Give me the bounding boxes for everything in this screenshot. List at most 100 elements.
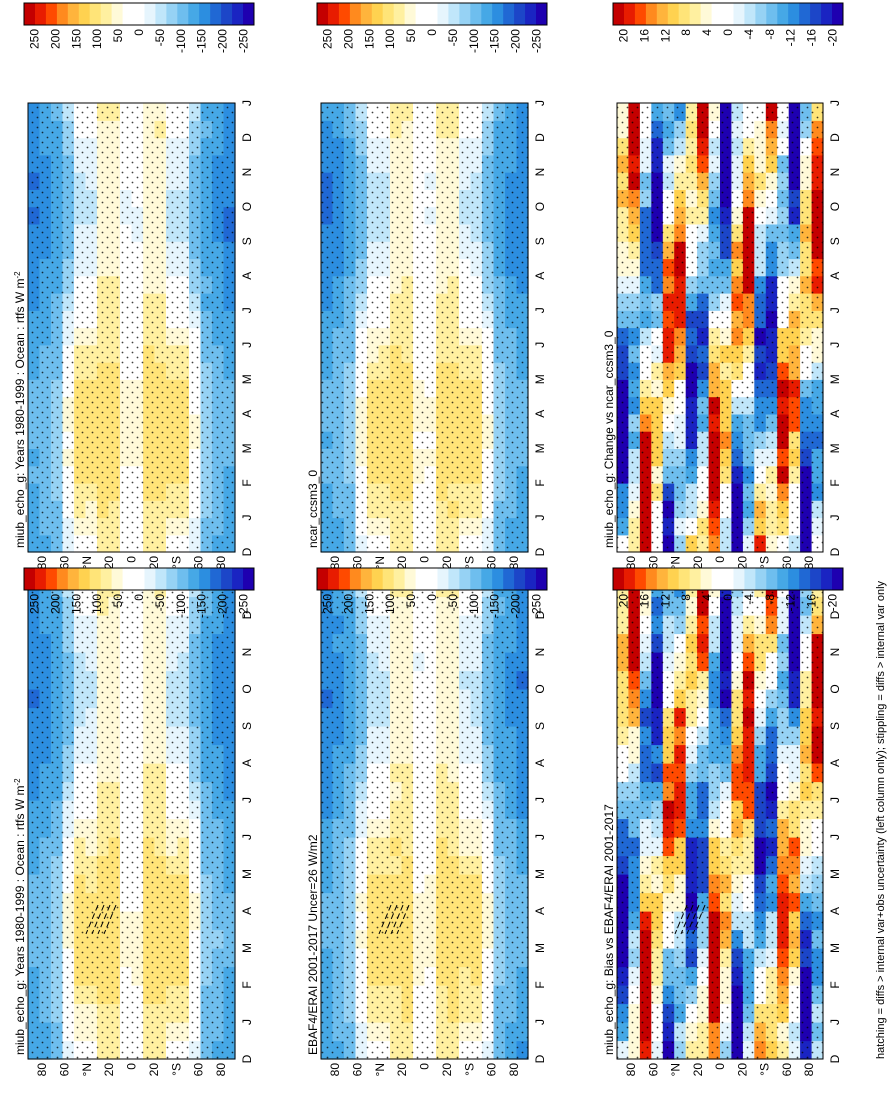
colorbar-swatch [613,568,625,590]
colorbar-swatch [166,3,178,25]
time-tick-label: J [240,515,254,521]
time-tick-label: M [828,374,842,384]
time-tick-label: F [828,981,842,988]
time-tick-label: D [533,610,547,619]
time-tick-label: J [828,1019,842,1025]
lat-tick-label: 60 [780,1063,794,1077]
colorbar-label: -12 [784,29,798,47]
colorbar-swatch [678,568,691,590]
lat-tick-label: °S [169,1063,183,1076]
lat-tick-label: 60 [350,556,364,570]
lat-tick-label: °S [169,556,183,569]
time-tick-label: A [828,272,842,280]
time-tick-label: A [533,272,547,280]
lat-tick-label: 20 [691,1063,705,1077]
lat-tick-label: 80 [624,1063,638,1077]
lat-tick-label: 20 [395,1063,409,1077]
lat-tick-label: 0 [418,556,432,563]
lat-tick-label: 60 [192,556,206,570]
lat-tick-label: 80 [802,1063,816,1077]
colorbar-swatch [700,568,712,590]
time-tick-label: J [533,797,547,803]
lat-tick-label: 80 [507,556,521,570]
colorbar-diff: 20 16 12 8 4 0 -4 -8 -12 -16 -20 [612,2,844,47]
time-tick-label: F [533,479,547,486]
lat-tick-label: 20 [440,1063,454,1077]
colorbar-swatch [382,3,395,25]
colorbar-swatch [338,568,351,590]
colorbar-swatch [777,568,789,590]
time-tick-label: N [240,168,254,177]
colorbar-swatch [35,3,47,25]
time-tick-label: S [828,237,842,245]
colorbar-swatch [624,3,636,25]
lat-tick-label: °N [373,556,387,569]
colorbar-swatch [722,3,734,25]
time-tick-label: D [240,547,254,556]
colorbar-swatch [78,3,91,25]
colorbar-label: 200 [341,29,355,49]
colorbar-swatch [503,3,515,25]
colorbar-swatch [645,3,658,25]
lat-tick-label: 80 [328,1063,342,1077]
time-tick-label: J [240,1019,254,1025]
colorbar-swatch [470,3,482,25]
time-tick-label: J [828,515,842,521]
colorbar-label: -150 [195,29,209,53]
colorbar-label: 100 [383,29,397,49]
time-tick-label: A [533,410,547,418]
hatch-mark [390,904,404,935]
panel-title: EBAF4/ERAI 2001-2017 Uncer=26 W/m2 [306,834,320,1055]
stippling [28,578,235,1059]
lat-tick-label: 80 [624,556,638,570]
colorbar-swatch [404,568,416,590]
time-tick-label: D [240,1054,254,1063]
colorbar-swatch [243,568,255,590]
colorbar-swatch [221,568,233,590]
colorbar-label: -20 [826,594,840,612]
colorbar-label: 0 [132,594,146,601]
colorbar-label: -4 [742,29,756,40]
colorbar-swatch [678,3,691,25]
colorbar-swatch [100,568,113,590]
colorbar-label: -200 [509,594,523,618]
panel-title-sup: -2 [13,271,22,279]
time-tick-label: O [533,684,547,693]
time-tick-label: D [533,547,547,556]
lat-tick-label: 20 [691,556,705,570]
colorbar-swatch [613,3,625,25]
panel-right-top: 80 60 °N 20 0 20 °S 60 80 D J F M A M J J A S O N D Jmiub_echo… [13,100,255,569]
colorbar-label: -16 [805,594,819,612]
colorbar-swatch [371,568,384,590]
colorbar-label: -150 [195,594,209,618]
colorbar-swatch [338,3,351,25]
time-tick-label: J [533,515,547,521]
hatch-mark [97,904,111,935]
colorbar-swatch [404,3,416,25]
colorbar-swatch [810,568,822,590]
time-tick-label: N [828,648,842,657]
time-tick-label: J [533,342,547,348]
colorbar-flux: 250 200 150 100 50 0 -50 -100 -150 -200 -250 [316,2,548,53]
colorbar-label: -20 [826,29,840,47]
time-tick-label: O [240,684,254,693]
colorbar-swatch [667,3,680,25]
colorbar-label: -8 [763,29,777,40]
panel-title: miub_echo_g: Change vs ncar_ccsm3_0 [602,330,616,548]
colorbar-swatch [24,3,36,25]
colorbar-swatch [810,3,822,25]
time-tick-label: D [828,610,842,619]
time-tick-label: O [828,684,842,693]
colorbar-swatch [188,568,200,590]
colorbar-swatch [144,568,156,590]
lat-tick-label: 20 [147,1063,161,1077]
colorbar-swatch [536,568,548,590]
colorbar-label: -50 [446,29,460,47]
colorbar-swatch [155,3,167,25]
lat-tick-label: °N [669,1063,683,1076]
colorbar-label: 150 [362,29,376,49]
time-tick-label: A [828,907,842,915]
colorbar-swatch [514,3,526,25]
colorbar-swatch [349,3,362,25]
colorbar-swatch [634,568,647,590]
